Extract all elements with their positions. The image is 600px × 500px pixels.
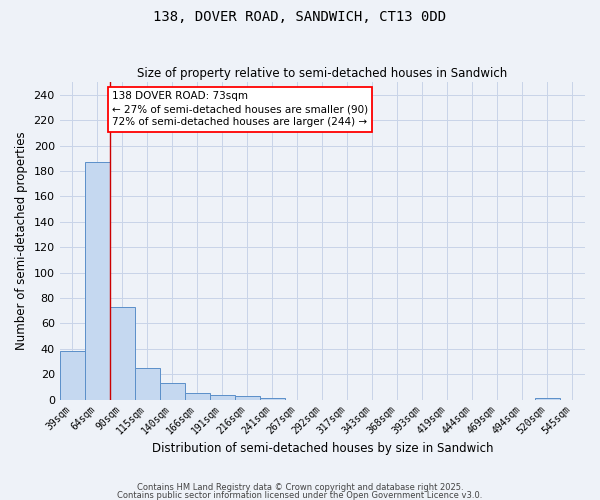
Bar [260, 398, 285, 400]
Bar [85, 162, 110, 400]
Bar [185, 393, 210, 400]
Text: 138 DOVER ROAD: 73sqm
← 27% of semi-detached houses are smaller (90)
72% of semi: 138 DOVER ROAD: 73sqm ← 27% of semi-deta… [112, 91, 368, 128]
Text: 138, DOVER ROAD, SANDWICH, CT13 0DD: 138, DOVER ROAD, SANDWICH, CT13 0DD [154, 10, 446, 24]
Bar [160, 383, 185, 400]
Bar [535, 398, 560, 400]
Bar [210, 394, 235, 400]
Bar [59, 352, 85, 400]
X-axis label: Distribution of semi-detached houses by size in Sandwich: Distribution of semi-detached houses by … [152, 442, 493, 455]
Bar [110, 307, 135, 400]
Text: Contains public sector information licensed under the Open Government Licence v3: Contains public sector information licen… [118, 491, 482, 500]
Title: Size of property relative to semi-detached houses in Sandwich: Size of property relative to semi-detach… [137, 66, 508, 80]
Bar [135, 368, 160, 400]
Y-axis label: Number of semi-detached properties: Number of semi-detached properties [15, 132, 28, 350]
Bar [235, 396, 260, 400]
Text: Contains HM Land Registry data © Crown copyright and database right 2025.: Contains HM Land Registry data © Crown c… [137, 484, 463, 492]
